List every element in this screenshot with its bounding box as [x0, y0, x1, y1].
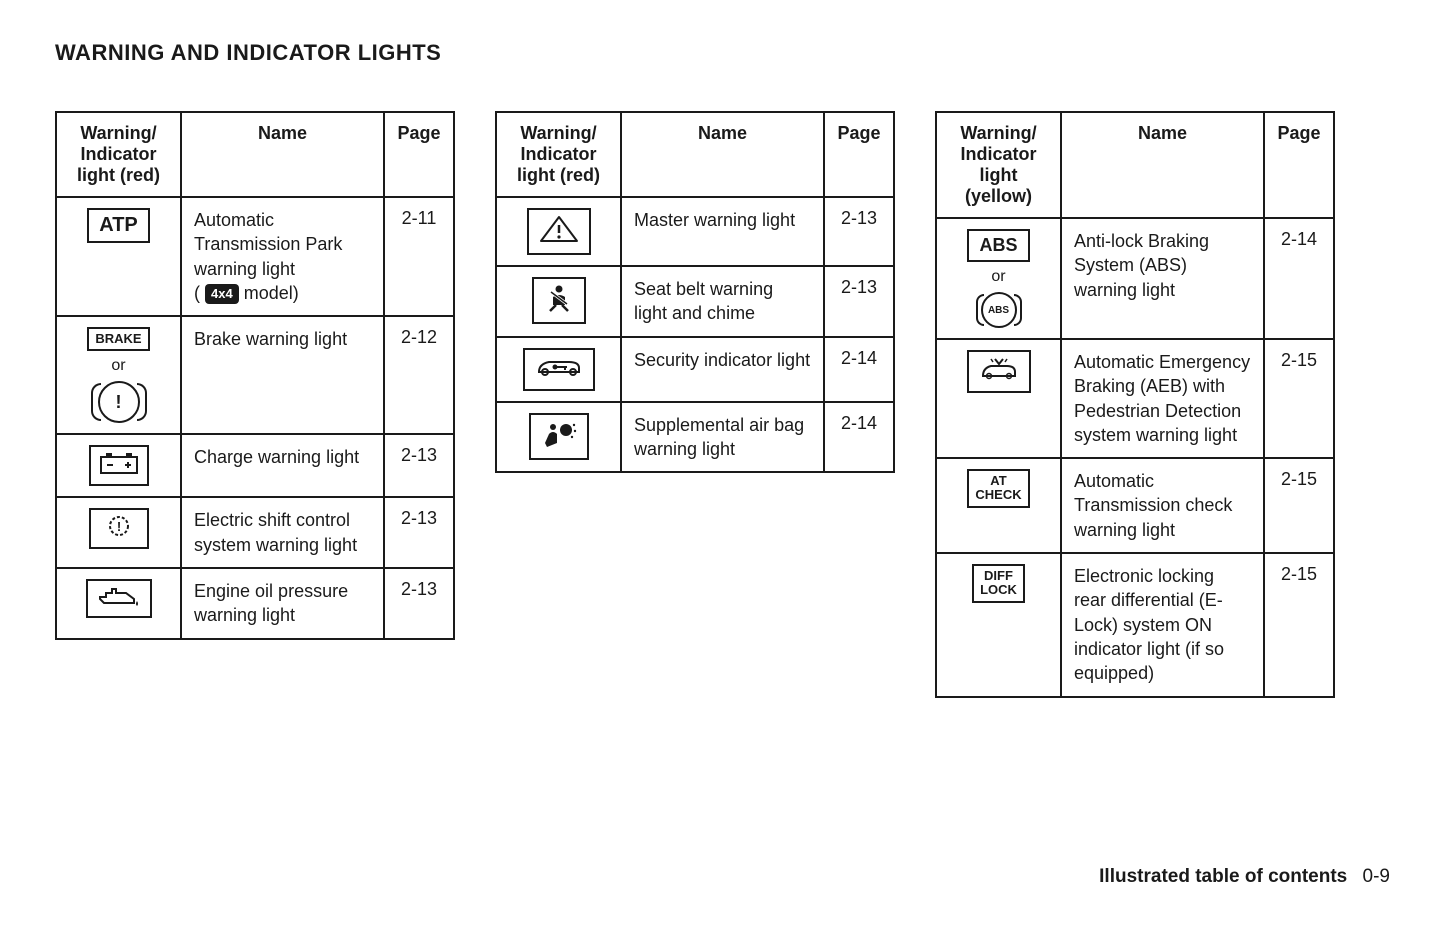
indicator-name: Engine oil pressure warning light [181, 568, 384, 639]
or-label: or [69, 357, 168, 375]
indicator-name: Automatic Transmission Park warning ligh… [181, 197, 384, 316]
header-page: Page [824, 112, 894, 197]
indicator-name: Brake warning light [181, 316, 384, 434]
indicator-name: Charge warning light [181, 434, 384, 497]
indicator-page: 2-14 [824, 337, 894, 402]
header-icon: Warning/ Indicator light (red) [496, 112, 621, 197]
security-icon [523, 348, 595, 391]
master-warning-icon [527, 208, 591, 255]
header-page: Page [1264, 112, 1334, 218]
indicator-table-red-1: Warning/ Indicator light (red) Name Page… [55, 111, 455, 640]
table-row: Master warning light 2-13 [496, 197, 894, 266]
indicator-name: Seat belt warning light and chime [621, 266, 824, 337]
airbag-icon [529, 413, 589, 460]
at-check-icon: ATCHECK [967, 469, 1029, 508]
indicator-page: 2-11 [384, 197, 454, 316]
table-row: ABS or ABS Anti-lock Braking System (ABS… [936, 218, 1334, 339]
header-icon: Warning/ Indicator light (yellow) [936, 112, 1061, 218]
atp-icon: ATP [87, 208, 150, 243]
abs-text-icon: ABS [967, 229, 1029, 262]
header-name: Name [621, 112, 824, 197]
indicator-page: 2-12 [384, 316, 454, 434]
table-row: BRAKE or ! Brake warning light 2-12 [56, 316, 454, 434]
indicator-page: 2-13 [384, 497, 454, 568]
indicator-page: 2-15 [1264, 553, 1334, 696]
oil-pressure-icon [86, 579, 152, 618]
table-row: ATP Automatic Transmission Park warning … [56, 197, 454, 316]
electric-shift-icon: ! [89, 508, 149, 549]
footer-page: 0-9 [1363, 866, 1390, 887]
table-row: ! Electric shift control system warning … [56, 497, 454, 568]
table-row: Seat belt warning light and chime 2-13 [496, 266, 894, 337]
indicator-page: 2-13 [384, 568, 454, 639]
diff-lock-icon: DIFFLOCK [972, 564, 1025, 603]
brake-circle-icon: ! [98, 381, 140, 423]
header-icon: Warning/ Indicator light (red) [56, 112, 181, 197]
indicator-name: Electric shift control system warning li… [181, 497, 384, 568]
brake-text-icon: BRAKE [87, 327, 149, 351]
battery-icon [89, 445, 149, 486]
indicator-name: Security indicator light [621, 337, 824, 402]
indicator-name: Automatic Transmission check warning lig… [1061, 458, 1264, 553]
table-row: Automatic Emergency Braking (AEB) with P… [936, 339, 1334, 458]
footer-label: Illustrated table of contents [1099, 866, 1347, 887]
indicator-name: Supplemental air bag warning light [621, 402, 824, 473]
page-footer: Illustrated table of contents 0-9 [1099, 866, 1390, 888]
indicator-page: 2-15 [1264, 339, 1334, 458]
indicator-name: Master warning light [621, 197, 824, 266]
table-row: DIFFLOCK Electronic locking rear differe… [936, 553, 1334, 696]
tables-container: Warning/ Indicator light (red) Name Page… [55, 111, 1390, 698]
indicator-table-yellow: Warning/ Indicator light (yellow) Name P… [935, 111, 1335, 698]
fourxfour-badge: 4x4 [205, 284, 239, 304]
table-row: Supplemental air bag warning light 2-14 [496, 402, 894, 473]
indicator-page: 2-14 [1264, 218, 1334, 339]
seatbelt-icon [532, 277, 586, 324]
indicator-page: 2-13 [824, 266, 894, 337]
indicator-name: Electronic locking rear differential (E-… [1061, 553, 1264, 696]
header-page: Page [384, 112, 454, 197]
indicator-name: Anti-lock Braking System (ABS) warning l… [1061, 218, 1264, 339]
table-row: Security indicator light 2-14 [496, 337, 894, 402]
indicator-page: 2-13 [384, 434, 454, 497]
indicator-page: 2-15 [1264, 458, 1334, 553]
abs-circle-icon: ABS [981, 292, 1017, 328]
table-row: Charge warning light 2-13 [56, 434, 454, 497]
aeb-icon [967, 350, 1031, 393]
table-row: Engine oil pressure warning light 2-13 [56, 568, 454, 639]
header-name: Name [1061, 112, 1264, 218]
or-label: or [949, 268, 1048, 286]
indicator-name: Automatic Emergency Braking (AEB) with P… [1061, 339, 1264, 458]
indicator-page: 2-14 [824, 402, 894, 473]
header-name: Name [181, 112, 384, 197]
table-row: ATCHECK Automatic Transmission check war… [936, 458, 1334, 553]
indicator-table-red-2: Warning/ Indicator light (red) Name Page… [495, 111, 895, 473]
indicator-page: 2-13 [824, 197, 894, 266]
svg-text:!: ! [116, 519, 120, 534]
section-title: WARNING AND INDICATOR LIGHTS [55, 40, 1390, 66]
